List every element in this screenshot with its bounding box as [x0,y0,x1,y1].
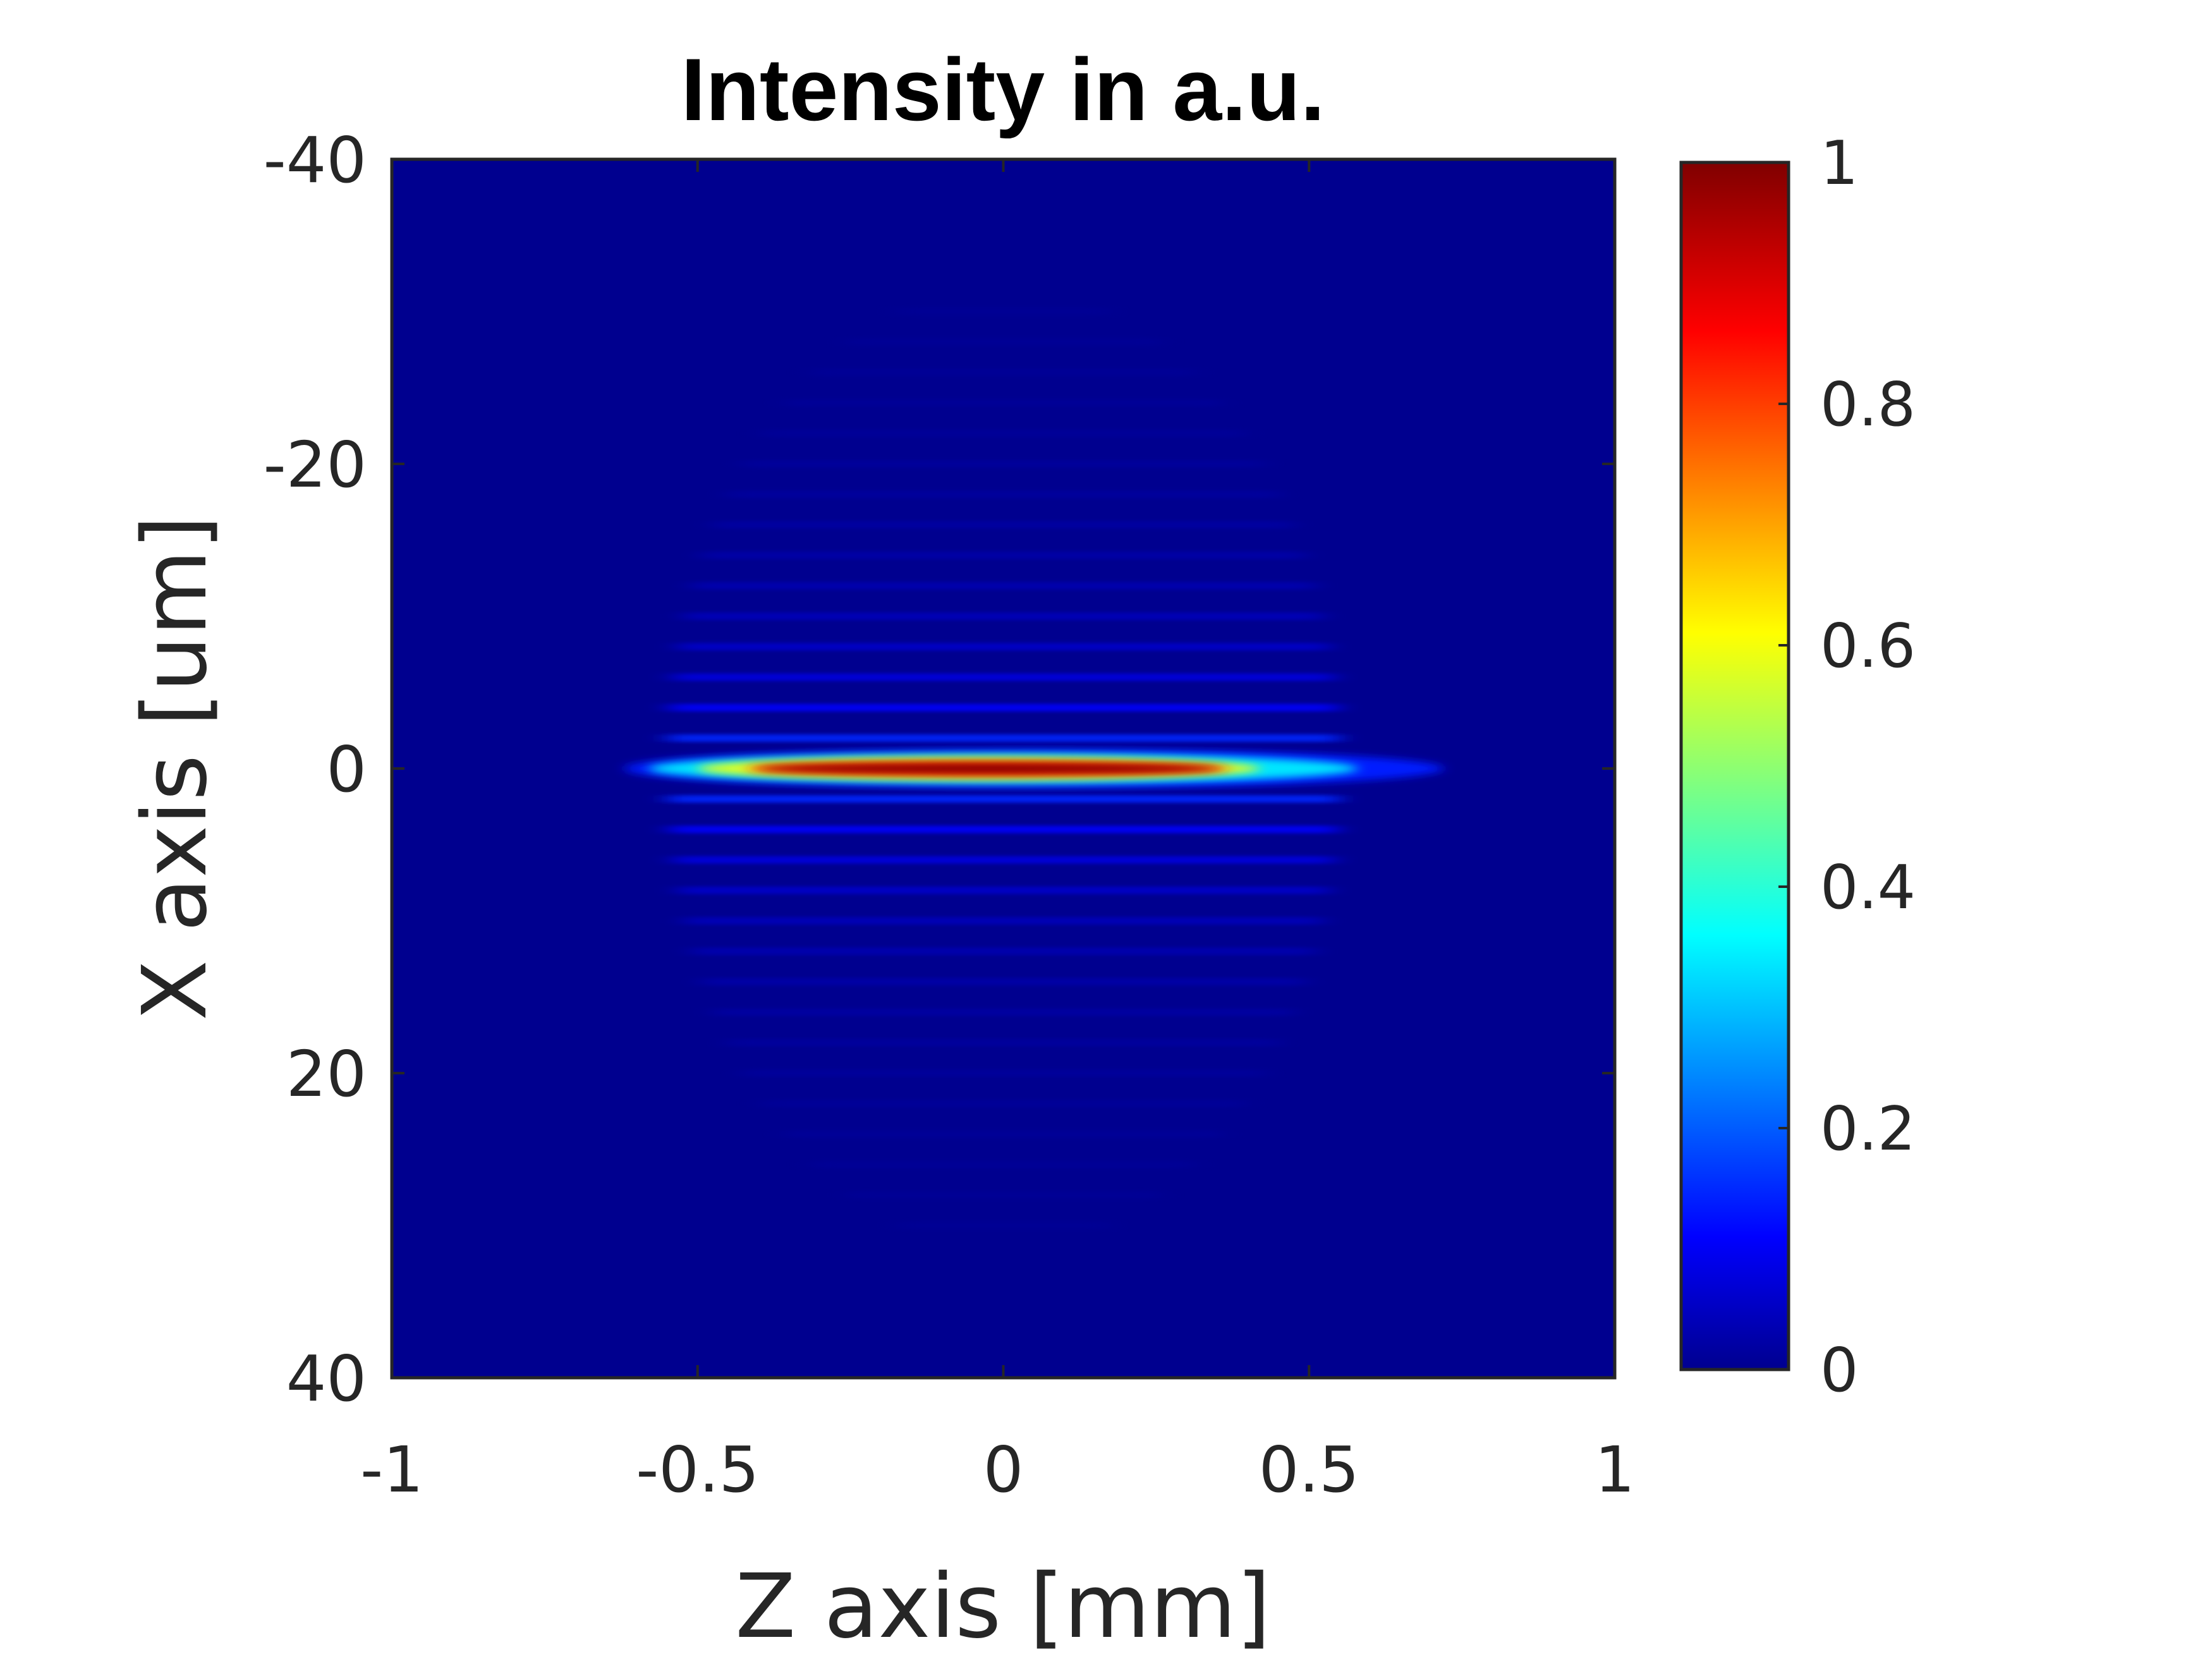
x-tick-label: -1 [360,1433,423,1507]
fringe-stripe [743,1069,1264,1077]
fringe-stripe [897,308,1110,315]
colorbar-tick-label: 0.4 [1820,853,1916,923]
fringe-stripe [702,978,1305,986]
x-tick-label: -0.5 [636,1433,759,1507]
x-tick-label: 0.5 [1259,1433,1359,1507]
x-axis-ticks: -1 -0.5 0 0.5 1 [360,159,1635,1507]
fringe-stripe [692,947,1315,956]
y-axis-label: X axis [um] [124,515,227,1021]
fringe-stripe [684,917,1323,925]
x-axis-label: Z axis [mm] [735,1555,1270,1658]
fringe-stripe [702,551,1305,559]
fringe-stripe [669,703,1337,712]
y-tick-label: -20 [264,428,367,502]
fringe-stripe [678,886,1329,894]
fringe-stripe [847,1191,1160,1199]
y-tick-label: 40 [286,1342,367,1416]
colorbar-tick-label: 0.8 [1820,370,1916,440]
beam-layer [758,763,1218,774]
fringe-stripe [743,460,1264,468]
y-tick-label: -40 [264,123,367,197]
colorbar-ticks: 0 0.2 0.4 0.6 0.8 1 [1778,129,1916,1406]
colorbar-tick-label: 0 [1820,1336,1858,1406]
fringe-stripe [811,368,1195,377]
chart-title: Intensity in a.u. [681,40,1325,139]
fringe-stripe [673,856,1334,864]
colorbar-tick-label: 0.6 [1820,612,1916,681]
fringe-stripe [762,429,1245,437]
x-tick-label: 0 [983,1433,1024,1507]
colorbar-tick-label: 1 [1820,129,1858,198]
fringe-stripe [673,673,1334,681]
fringe-stripe [684,612,1323,620]
fringe-stripe [667,795,1339,803]
heatmap-content [624,308,1444,1229]
fringe-stripe [713,1008,1294,1016]
fringe-stripe [713,521,1294,529]
colorbar-gradient [1679,161,1790,1371]
fringe-stripe [678,643,1329,651]
fringe-stripe [667,734,1339,742]
colorbar-tick-label: 0.2 [1820,1095,1916,1164]
y-axis-ticks: -40 -20 0 20 40 [264,123,1615,1416]
fringe-stripe [726,1038,1280,1047]
fringe-stripe [784,1130,1222,1138]
colorbar: 0 0.2 0.4 0.6 0.8 1 [1679,129,1916,1406]
heatmap-plot: -1 -0.5 0 0.5 1 -40 -20 0 20 40 [264,123,1635,1507]
fringe-stripe [726,490,1280,499]
x-tick-label: 1 [1595,1433,1635,1507]
y-tick-label: 20 [286,1037,367,1111]
fringe-stripe [897,1222,1110,1229]
fringe-stripe [847,338,1160,346]
fringe-stripe [811,1160,1195,1169]
fringe-stripe [692,581,1315,590]
fringe-stripe [669,825,1337,834]
y-tick-label: 0 [326,732,367,806]
fringe-stripe [762,1100,1245,1108]
fringe-stripe [784,399,1222,407]
